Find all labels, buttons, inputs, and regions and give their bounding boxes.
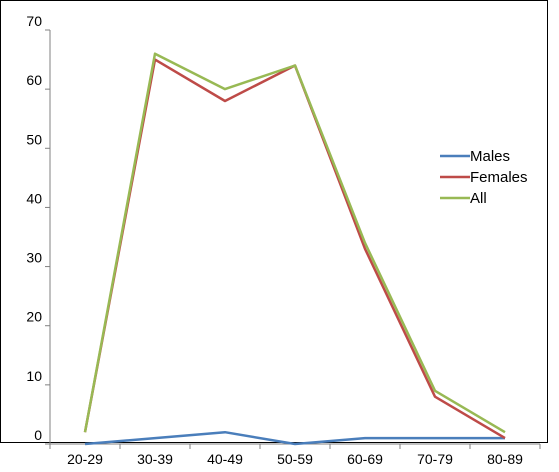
axes: 0 10 20 30 40 50 60 70 20-29 30-39 40-49 50-59 60-69… [26,13,541,467]
series-line-all [83,52,506,434]
y-tick-label: 10 [26,368,42,384]
y-tick-label: 0 [34,427,42,443]
x-tick-label: 70-79 [417,451,453,467]
y-tick-label: 30 [26,250,42,266]
chart-frame [0,0,548,443]
y-tick-label: 40 [26,190,42,206]
y-tick-label: 70 [26,13,42,29]
legend-label-females: Females [470,169,528,186]
legend-label-males: Males [470,148,510,165]
legend: Males Females All [440,148,528,207]
x-tick-label: 20-29 [67,451,103,467]
series-lines [83,52,506,446]
x-tick-label: 60-69 [347,451,383,467]
y-tick-label: 50 [26,131,42,147]
x-tick-label: 80-89 [487,451,523,467]
x-tick-label: 40-49 [207,451,243,467]
x-tick-label: 50-59 [277,451,313,467]
x-tick-label: 30-39 [137,451,173,467]
legend-label-all: All [470,190,487,207]
y-tick-label: 60 [26,72,42,88]
y-tick-label: 20 [26,309,42,325]
